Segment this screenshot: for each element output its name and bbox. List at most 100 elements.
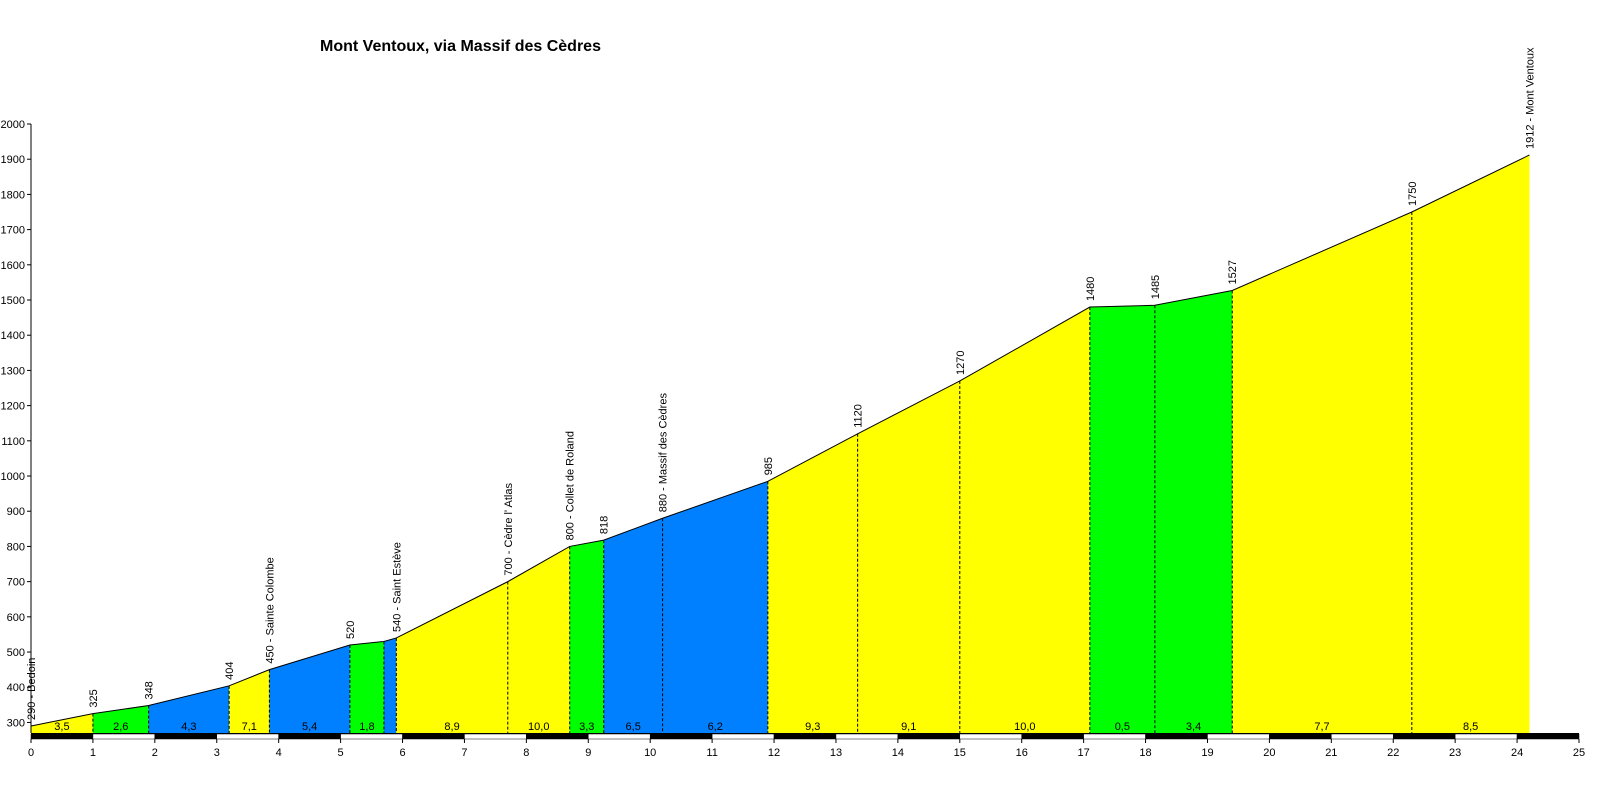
- distance-band: [1516, 733, 1580, 740]
- waypoint-label: 800 - Collet de Roland: [565, 431, 577, 540]
- gradient-segment-0: [31, 713, 93, 733]
- x-tick-label: 5: [338, 747, 344, 759]
- y-tick-label: 800: [7, 541, 25, 553]
- x-tick-label: 18: [1139, 747, 1151, 759]
- x-tick-label: 1: [90, 747, 96, 759]
- waypoint-label: 1527: [1227, 260, 1239, 284]
- x-tick-label: 10: [644, 747, 656, 759]
- x-tick-label: 14: [892, 747, 904, 759]
- gradient-segment-1: [92, 705, 149, 733]
- gradient-segment-13: [857, 380, 960, 733]
- distance-band: [1207, 733, 1270, 740]
- distance-band: [1021, 733, 1084, 740]
- distance-band: [959, 733, 1022, 740]
- waypoint-label: 348: [144, 681, 156, 699]
- gradient-label: 6,5: [626, 721, 641, 733]
- x-tick-label: 23: [1449, 747, 1461, 759]
- waypoint-label: 1750: [1407, 182, 1419, 206]
- x-tick-label: 20: [1263, 747, 1275, 759]
- gradient-label: 1,8: [359, 721, 374, 733]
- distance-band: [1269, 733, 1332, 740]
- y-tick-label: 1100: [1, 436, 25, 448]
- gradient-segment-2: [148, 685, 230, 733]
- y-tick-label: 1900: [1, 154, 25, 166]
- y-tick-label: 900: [7, 506, 25, 518]
- distance-band: [1392, 733, 1456, 740]
- distance-band: [1331, 733, 1394, 740]
- distance-band: [216, 733, 279, 740]
- y-tick-label: 1600: [1, 260, 25, 272]
- x-tick-label: 11: [706, 747, 717, 759]
- distance-band: [649, 733, 713, 740]
- x-tick-label: 0: [28, 747, 34, 759]
- gradient-segment-4: [269, 644, 350, 733]
- y-tick-label: 300: [7, 717, 25, 729]
- x-tick-label: 3: [214, 747, 220, 759]
- x-tick-label: 17: [1078, 747, 1090, 759]
- gradient-segment-5: [349, 641, 384, 733]
- waypoint-label: 985: [763, 457, 775, 475]
- distance-band: [402, 733, 465, 740]
- distance-band: [1145, 733, 1208, 740]
- y-tick-label: 1000: [1, 471, 25, 483]
- waypoint-label: 1912 - Mont Ventoux: [1524, 47, 1536, 149]
- gradient-label: 6,2: [708, 721, 723, 733]
- x-tick-label: 19: [1201, 747, 1213, 759]
- x-tick-label: 16: [1016, 747, 1028, 759]
- distance-band: [340, 733, 403, 740]
- y-tick-label: 2000: [1, 119, 25, 131]
- gradient-label: 9,3: [805, 721, 820, 733]
- y-tick-label: 1300: [1, 365, 25, 377]
- gradient-label: 3,4: [1186, 721, 1201, 733]
- x-tick-label: 25: [1573, 747, 1585, 759]
- distance-band: [773, 733, 837, 740]
- gradient-segment-14: [959, 307, 1090, 733]
- gradient-label: 10,0: [528, 721, 549, 733]
- waypoint-label: 1485: [1150, 275, 1162, 299]
- gradient-label: 8,5: [1463, 721, 1478, 733]
- gradient-label: 3,3: [579, 721, 594, 733]
- y-tick-label: 500: [7, 647, 25, 659]
- gradient-segment-18: [1411, 154, 1530, 733]
- x-tick-label: 4: [276, 747, 282, 759]
- waypoint-label: 700 - Cèdre l' Atlas: [503, 483, 515, 576]
- gradient-segment-12: [767, 433, 858, 733]
- distance-band: [588, 733, 651, 740]
- chart-title: Mont Ventoux, via Massif des Cèdres: [320, 38, 601, 55]
- x-tick-label: 7: [461, 747, 467, 759]
- waypoint-label: 540 - Saint Estève: [391, 542, 403, 632]
- y-tick-label: 1700: [1, 225, 25, 237]
- gradient-segment-9: [569, 540, 604, 733]
- gradient-segment-17: [1232, 212, 1412, 733]
- waypoint-label: 1120: [853, 404, 865, 428]
- waypoint-label: 1480: [1085, 277, 1097, 301]
- x-tick-label: 2: [152, 747, 158, 759]
- gradient-label: 0,5: [1115, 721, 1130, 733]
- waypoint-label: 880 - Massif des Cèdres: [658, 393, 670, 513]
- gradient-segment-8: [507, 546, 570, 733]
- waypoint-label: 1270: [955, 350, 967, 374]
- distance-band: [92, 733, 156, 740]
- distance-band: [711, 733, 775, 740]
- gradient-label: 2,6: [113, 721, 128, 733]
- x-tick-label: 12: [768, 747, 780, 759]
- waypoint-label: 450 - Sainte Colombe: [264, 557, 276, 663]
- gradient-segment-6: [383, 637, 397, 733]
- y-tick-label: 600: [7, 612, 25, 624]
- gradient-segment-7: [396, 581, 508, 733]
- distance-band: [30, 733, 94, 740]
- y-tick-label: 1800: [1, 189, 25, 201]
- gradient-label: 10,0: [1014, 721, 1035, 733]
- gradient-label: 9,1: [901, 721, 916, 733]
- y-tick-label: 1200: [1, 401, 25, 413]
- distance-band: [278, 733, 341, 740]
- x-tick-label: 6: [399, 747, 405, 759]
- distance-band: [1083, 733, 1146, 740]
- gradient-segment-15: [1089, 305, 1155, 733]
- y-tick-label: 1400: [1, 330, 25, 342]
- x-tick-label: 22: [1387, 747, 1399, 759]
- y-tick-label: 1500: [1, 295, 25, 307]
- x-tick-label: 8: [523, 747, 529, 759]
- gradient-label: 8,9: [444, 721, 459, 733]
- distance-band: [1454, 733, 1518, 740]
